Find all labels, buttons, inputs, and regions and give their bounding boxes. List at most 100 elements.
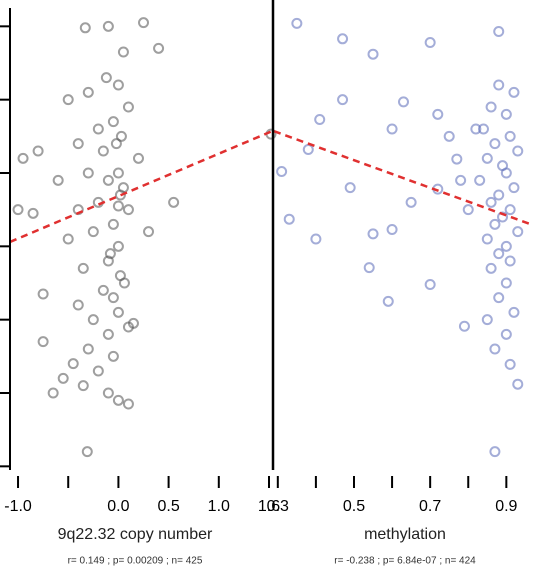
point (462, 204, 474, 216)
point (107, 350, 119, 362)
point (493, 79, 505, 91)
point (493, 25, 505, 37)
point (102, 387, 114, 399)
point (122, 101, 134, 113)
point (102, 328, 114, 340)
point (17, 152, 29, 164)
point (57, 372, 69, 384)
point (81, 446, 93, 458)
point (512, 145, 524, 157)
point (97, 284, 109, 296)
point (470, 123, 482, 135)
point (104, 248, 116, 260)
point (92, 365, 104, 377)
point (398, 96, 409, 108)
point (82, 343, 94, 355)
x-tick-label: 1.6 (258, 498, 280, 515)
point (117, 46, 129, 58)
point (291, 17, 303, 29)
point (458, 320, 470, 332)
point (168, 196, 180, 208)
point (107, 116, 119, 128)
point (489, 343, 501, 355)
point (82, 167, 94, 179)
point (337, 33, 349, 45)
point (497, 211, 509, 223)
x-tick-label: 0.7 (419, 498, 441, 515)
point (386, 123, 398, 135)
point (138, 17, 150, 29)
point (12, 204, 24, 216)
point (276, 166, 288, 178)
point (37, 288, 49, 300)
point (92, 123, 104, 135)
point (32, 145, 44, 157)
point (493, 189, 505, 201)
point (122, 398, 134, 410)
point (504, 130, 516, 142)
x-tick-label: 1.0 (208, 498, 230, 515)
point (481, 152, 493, 164)
point (87, 314, 99, 326)
point (493, 248, 505, 260)
point (489, 446, 501, 458)
point (344, 182, 356, 194)
point (102, 255, 114, 267)
point (62, 94, 74, 106)
point (112, 200, 124, 212)
x-tick-label: 0.5 (343, 498, 365, 515)
point (512, 378, 524, 390)
x-tick-label: 0.3 (267, 498, 289, 515)
x-tick-label: -1.0 (4, 498, 32, 515)
point (37, 336, 49, 348)
trend-line (273, 130, 533, 227)
point (504, 255, 516, 267)
point (424, 36, 436, 48)
point (485, 101, 497, 113)
point (143, 226, 155, 238)
point (102, 174, 114, 186)
point (127, 317, 139, 329)
point (432, 108, 444, 120)
point (363, 262, 375, 274)
point (504, 358, 516, 370)
point (112, 306, 124, 318)
point (477, 123, 489, 135)
point (310, 233, 322, 245)
point (481, 314, 493, 326)
point (500, 328, 512, 340)
trend-line (9, 130, 273, 244)
point (500, 167, 512, 179)
point (107, 292, 119, 304)
point (508, 182, 520, 194)
point (443, 130, 455, 142)
point (52, 174, 64, 186)
point (97, 145, 109, 157)
point (508, 86, 520, 98)
point (112, 240, 124, 252)
x-tick-label: 0.0 (107, 498, 129, 515)
point (500, 277, 512, 289)
point (115, 130, 127, 142)
point (67, 358, 79, 370)
point (508, 306, 520, 318)
point (114, 189, 126, 201)
point (132, 152, 144, 164)
point (451, 153, 463, 165)
point (500, 108, 512, 120)
point (386, 223, 398, 235)
point (367, 48, 379, 60)
point (367, 228, 379, 240)
point (405, 196, 417, 208)
point (79, 22, 91, 34)
point (112, 394, 124, 406)
stats-label: r= 0.149 ; p= 0.00209 ; n= 425 (68, 556, 203, 567)
x-axis-label: methylation (364, 526, 446, 543)
point (314, 113, 326, 125)
point (485, 196, 497, 208)
point (337, 94, 349, 106)
point (153, 42, 165, 54)
point (493, 292, 505, 304)
point (485, 262, 497, 274)
